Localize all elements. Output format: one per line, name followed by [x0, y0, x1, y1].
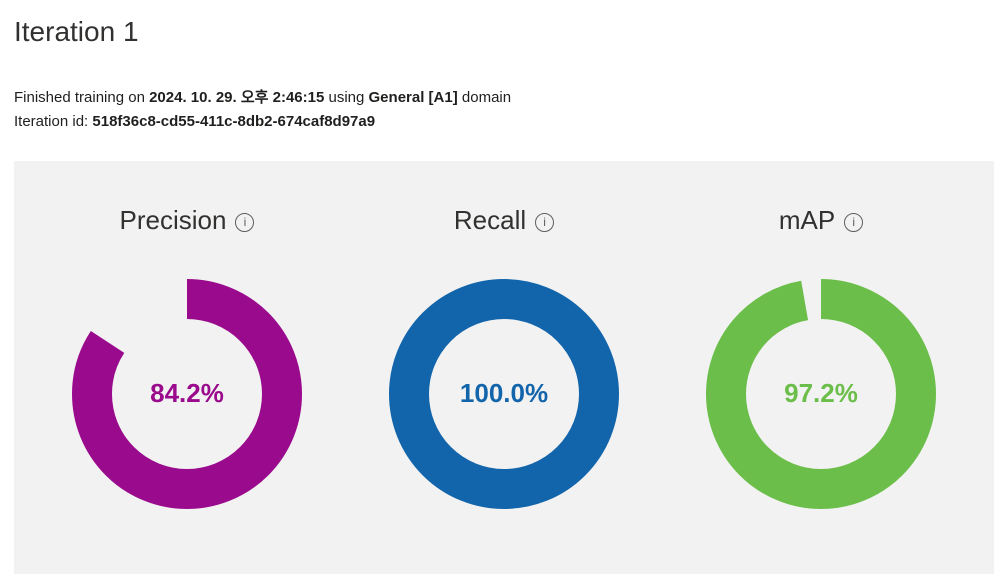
recall-donut: 100.0% [389, 279, 619, 509]
info-icon[interactable]: i [235, 212, 255, 232]
recall-title-row: Recall i [453, 203, 555, 237]
recall-chart: Recall i 100.0% [379, 203, 629, 509]
map-title: mAP [778, 204, 836, 235]
precision-title: Precision [119, 204, 227, 235]
recall-title: Recall [453, 204, 527, 235]
iteration-performance-page: Iteration 1 Finished training on 2024. 1… [0, 16, 1008, 574]
page-title: Iteration 1 [14, 16, 139, 47]
training-using: using [324, 89, 369, 106]
iteration-id-label: Iteration id: [14, 113, 93, 130]
iteration-id-value: 518f36c8-cd55-411c-8db2-674caf8d97a9 [92, 113, 376, 130]
map-chart: mAP i 97.2% [696, 203, 946, 509]
info-icon[interactable]: i [535, 212, 555, 232]
precision-donut: 84.2% [72, 279, 302, 509]
training-suffix: domain [457, 89, 512, 106]
iteration-id-line: Iteration id: 518f36c8-cd55-411c-8db2-67… [14, 110, 1008, 134]
map-donut-svg [706, 279, 936, 509]
training-domain: General [A1] [368, 89, 458, 106]
iteration-meta: Finished training on 2024. 10. 29. 오후 2:… [14, 86, 1008, 134]
info-icon[interactable]: i [844, 212, 864, 232]
precision-value-label: 84.2% [150, 377, 224, 408]
overall-metrics-charts: Precision i 84.2% Recall i [14, 161, 994, 509]
training-summary: Finished training on 2024. 10. 29. 오후 2:… [14, 86, 1008, 110]
recall-donut-svg [389, 279, 619, 509]
training-datetime: 2024. 10. 29. 오후 2:46:15 [149, 89, 325, 106]
precision-title-row: Precision i [120, 203, 255, 237]
precision-donut-svg [72, 279, 302, 509]
recall-value-label: 100.0% [459, 377, 549, 408]
performance-panel: Precision i 84.2% Recall i [14, 161, 994, 574]
precision-chart: Precision i 84.2% [62, 203, 312, 509]
map-title-row: mAP i [778, 203, 864, 237]
map-donut: 97.2% [706, 279, 936, 509]
map-value-label: 97.2% [784, 377, 858, 408]
training-prefix: Finished training on [14, 89, 150, 106]
